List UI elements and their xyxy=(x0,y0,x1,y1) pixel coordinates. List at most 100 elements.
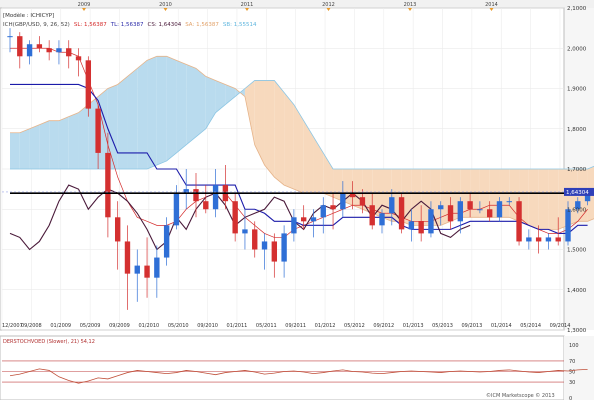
candle-body xyxy=(193,189,199,202)
oscillator-tick-label: 70 xyxy=(569,359,575,365)
candle-body xyxy=(516,201,522,242)
legend-ichimoku: ICH(GBP/USD, 9, 26, 52) xyxy=(3,22,70,28)
date-tick-label: 09/2012 xyxy=(373,323,394,329)
senkou-span-a-line xyxy=(10,55,594,230)
candle-body xyxy=(252,229,258,250)
candle-body xyxy=(105,152,111,218)
year-label: 2011 xyxy=(241,2,254,8)
current-price-label: 1,64304 xyxy=(566,190,589,196)
candle-body xyxy=(66,48,72,57)
year-marker xyxy=(326,8,331,11)
oscillator-tick-label: 0 xyxy=(569,396,572,400)
candle-body xyxy=(17,36,23,57)
cloud-segment xyxy=(254,80,265,165)
candle-body xyxy=(389,197,395,214)
candle-body xyxy=(163,225,170,258)
date-tick-label: 09/2013 xyxy=(462,323,483,329)
cloud-segment xyxy=(411,169,422,226)
legend-senkou-a: SA: 1,56387 xyxy=(185,22,219,28)
cloud-segment xyxy=(293,104,304,194)
year-marker xyxy=(489,8,494,11)
cloud-segment xyxy=(538,169,549,230)
date-tick-label: 12/2007 xyxy=(2,323,23,329)
tenkan-sen-line xyxy=(10,47,588,238)
cloud-segment xyxy=(196,68,206,137)
date-tick-label: 05/2011 xyxy=(256,323,277,329)
candle-body xyxy=(300,217,307,222)
candle-body xyxy=(85,60,92,109)
date-tick-label: 05/2009 xyxy=(80,323,101,329)
candle-body xyxy=(506,201,512,203)
year-label: 2010 xyxy=(159,2,172,8)
candle-body xyxy=(438,205,444,210)
oscillator-tick-label: 50 xyxy=(569,370,575,376)
cloud-segment xyxy=(19,128,30,169)
price-tick-label: 2,1000 xyxy=(567,6,587,12)
oscillator-panel xyxy=(0,335,565,401)
candle-body xyxy=(114,217,121,242)
candle-body xyxy=(340,193,346,210)
cloud-segment xyxy=(78,104,89,169)
cloud-segment xyxy=(215,80,226,113)
date-tick-label: 09/2009 xyxy=(109,323,130,329)
price-tick-label: 1,4000 xyxy=(567,288,587,294)
price-tick-label: 1,3000 xyxy=(567,328,587,334)
candle-body xyxy=(496,201,503,218)
price-overlay: 1,64304 xyxy=(2,187,594,196)
candle-body xyxy=(349,193,356,198)
senkou-span-b-line xyxy=(10,80,594,170)
cloud-segment xyxy=(58,116,69,169)
candle-body xyxy=(575,201,581,210)
date-tick-label: 01/2012 xyxy=(315,323,336,329)
candle-body xyxy=(584,193,591,202)
candle-body xyxy=(320,205,326,218)
date-tick-label: 09/2010 xyxy=(197,323,218,329)
candle-body xyxy=(398,197,405,230)
candle-body xyxy=(467,201,473,210)
candle-body xyxy=(124,241,131,274)
candle-body xyxy=(359,197,366,206)
candle-body xyxy=(144,265,150,278)
date-tick-label: 01/2013 xyxy=(403,323,424,329)
candle-body xyxy=(56,48,62,53)
candle-body xyxy=(418,221,424,234)
candle-body xyxy=(291,217,297,234)
oscillator-axis-panel xyxy=(564,336,594,400)
cloud-segment xyxy=(528,169,539,230)
legend-chikou: CS: 1,64304 xyxy=(148,22,182,28)
year-marker xyxy=(245,8,249,11)
cloud-segment xyxy=(274,80,285,186)
oscillator-label: DERSTOCHVOED (Slower), 21) 54,12 xyxy=(3,339,95,345)
candle-body xyxy=(95,108,101,153)
cloud-segment xyxy=(68,112,79,169)
cloud-segment xyxy=(548,169,559,230)
cloud-segment xyxy=(156,56,167,165)
candle-body xyxy=(46,48,52,53)
candle-body xyxy=(369,205,375,226)
candle-body xyxy=(447,205,454,222)
candle-body xyxy=(271,241,278,262)
legend-senkou-b: SB: 1,55514 xyxy=(223,22,257,28)
candle-body xyxy=(75,56,82,61)
year-marker xyxy=(163,8,168,11)
cloud-segment xyxy=(186,64,196,145)
candle-body xyxy=(134,265,140,274)
price-tick-label: 2,0000 xyxy=(567,46,587,52)
year-label: 2009 xyxy=(78,2,91,8)
year-label: 2014 xyxy=(485,2,498,8)
candle-body xyxy=(457,201,464,222)
price-tick-label: 1,5000 xyxy=(567,248,587,254)
cloud-segment xyxy=(313,136,324,194)
candle-body xyxy=(535,237,542,242)
legend-kijun: TL: 1,56387 xyxy=(110,22,144,28)
oscillator: 100 70 50 30 0 xyxy=(2,343,588,402)
date-tick-label: 05/2014 xyxy=(520,323,541,329)
year-label: 2012 xyxy=(322,2,335,8)
cloud-segment xyxy=(176,60,187,153)
indicator-legend: ICH(GBP/USD, 9, 26, 52) SL: 1,56387 TL: 1,… xyxy=(3,22,257,28)
year-marker xyxy=(82,8,86,11)
candle-body xyxy=(212,185,219,210)
candle-body xyxy=(330,205,336,210)
candle-body xyxy=(379,213,385,226)
